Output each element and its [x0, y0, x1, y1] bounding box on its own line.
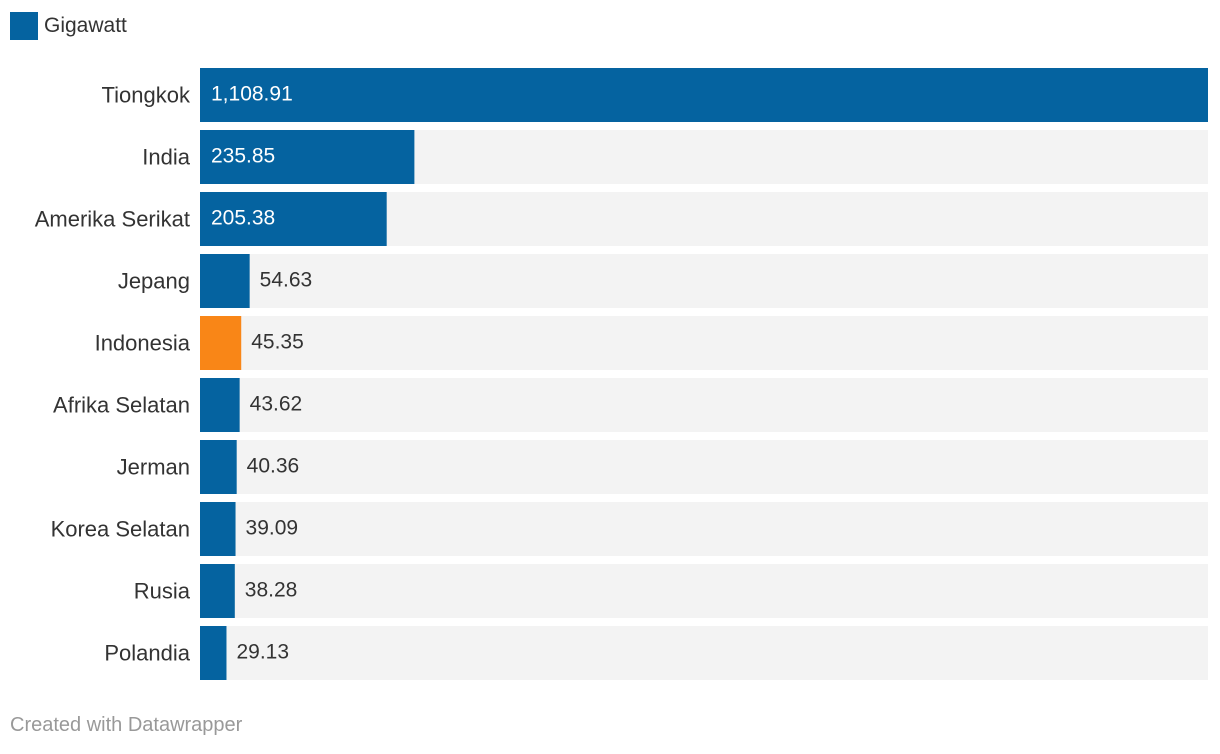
footer-credit: Created with Datawrapper: [10, 714, 243, 736]
category-label: Tiongkok: [102, 83, 191, 108]
bar-rusia: [200, 564, 235, 618]
bar-track: [200, 440, 1208, 494]
value-label: 38.28: [245, 579, 298, 602]
category-label: Amerika Serikat: [35, 207, 190, 232]
legend-label: Gigawatt: [44, 14, 127, 37]
value-label: 235.85: [211, 145, 275, 168]
bar-indonesia: [200, 316, 242, 370]
category-label: Korea Selatan: [51, 517, 190, 542]
bar-track: [200, 254, 1208, 308]
value-label: 45.35: [251, 331, 304, 354]
bar-row-jepang: Jepang 54.63: [118, 254, 1208, 308]
value-label: 39.09: [246, 517, 299, 540]
bar-jepang: [200, 254, 250, 308]
category-label: India: [142, 145, 190, 170]
bar-korea-selatan: [200, 502, 236, 556]
category-label: Afrika Selatan: [53, 393, 190, 418]
bar-row-korea-selatan: Korea Selatan 39.09: [51, 502, 1208, 556]
value-label: 1,108.91: [211, 83, 293, 106]
category-label: Rusia: [134, 579, 191, 604]
bar-polandia: [200, 626, 227, 680]
bar-row-amerika-serikat: Amerika Serikat 205.38: [35, 192, 1208, 246]
category-label: Indonesia: [95, 331, 191, 356]
bar-row-polandia: Polandia 29.13: [104, 626, 1208, 680]
value-label: 40.36: [247, 455, 300, 478]
bar-row-tiongkok: Tiongkok 1,108.91: [102, 68, 1208, 122]
bar-row-indonesia: Indonesia 45.35: [95, 316, 1208, 370]
value-label: 205.38: [211, 207, 275, 230]
bar-row-india: India 235.85: [142, 130, 1208, 184]
bar-track: [200, 378, 1208, 432]
bar-track: [200, 316, 1208, 370]
category-label: Jepang: [118, 269, 190, 294]
value-label: 29.13: [236, 641, 289, 664]
bar-india: [200, 130, 415, 184]
legend-swatch: [10, 12, 38, 40]
legend: Gigawatt: [10, 12, 127, 40]
bar-jerman: [200, 440, 237, 494]
value-label: 54.63: [260, 269, 313, 292]
category-label: Polandia: [104, 641, 190, 666]
bar-track: [200, 564, 1208, 618]
bar-row-rusia: Rusia 38.28: [134, 564, 1208, 618]
value-label: 43.62: [250, 393, 303, 416]
category-label: Jerman: [117, 455, 190, 480]
bar-row-afrika-selatan: Afrika Selatan 43.62: [53, 378, 1208, 432]
bar-track: [200, 626, 1208, 680]
bar-row-jerman: Jerman 40.36: [117, 440, 1208, 494]
bar-afrika-selatan: [200, 378, 240, 432]
bar-amerika-serikat: [200, 192, 387, 246]
bar-tiongkok: [200, 68, 1208, 122]
bar-track: [200, 502, 1208, 556]
bar-chart: Tiongkok 1,108.91 India 235.85 Amerika Serik…: [35, 68, 1208, 680]
